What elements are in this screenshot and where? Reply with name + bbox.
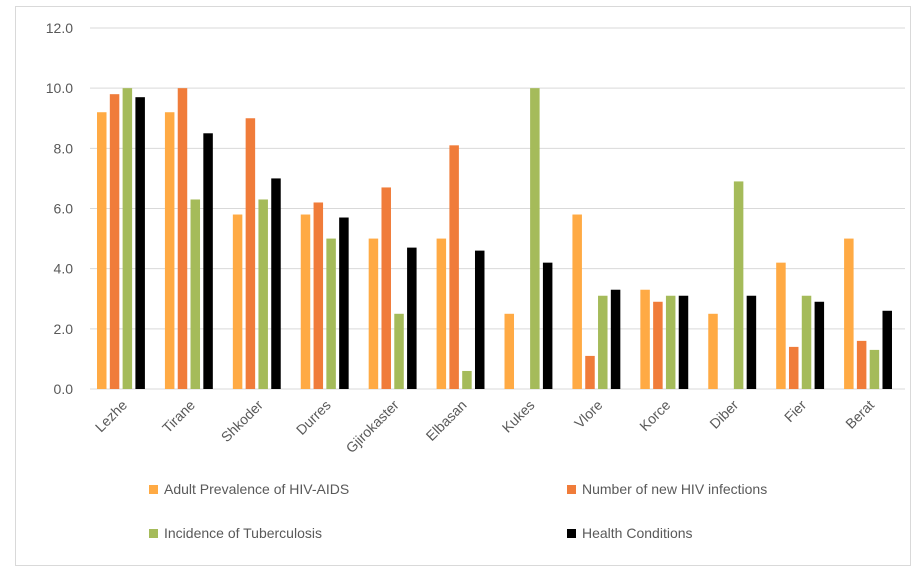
bar-vlore-series-3 — [610, 289, 621, 389]
legend-swatch-adult-prevalence — [149, 484, 158, 494]
y-tick-label-5: 10.0 — [46, 80, 73, 96]
bar-gjirokaster-series-2 — [394, 313, 404, 389]
bar-elbasan-series-1 — [449, 145, 459, 389]
legend-item-tuberculosis: Incidence of Tuberculosis — [149, 525, 322, 541]
legend-label-health-conditions: Health Conditions — [582, 525, 693, 541]
bar-kukes-series-3 — [542, 262, 553, 389]
legend-item-health-conditions: Health Conditions — [567, 525, 693, 541]
bar-fier-series-2 — [801, 295, 812, 389]
legend-swatch-tuberculosis — [149, 528, 158, 538]
chart-frame — [15, 6, 911, 566]
bar-berat-series-2 — [869, 349, 880, 389]
bar-lezhe-series-3 — [135, 97, 145, 389]
bar-elbasan-series-0 — [436, 238, 447, 389]
bar-berat-series-3 — [882, 310, 892, 389]
bar-korce-series-0 — [640, 289, 650, 389]
x-tick-label-korce: Korce — [636, 397, 673, 434]
bar-elbasan-series-3 — [474, 250, 485, 389]
bar-tirane-series-3 — [203, 133, 213, 389]
bar-elbasan-series-2 — [462, 370, 472, 389]
legend-label-new-hiv-infections: Number of new HIV infections — [582, 481, 768, 497]
legend-label-tuberculosis: Incidence of Tuberculosis — [164, 525, 322, 541]
x-tick-label-berat: Berat — [842, 397, 877, 432]
bar-vlore-series-2 — [598, 295, 608, 389]
y-tick-label-1: 2.0 — [54, 321, 74, 337]
x-tick-label-kukes: Kukes — [499, 397, 538, 436]
bars — [97, 88, 892, 390]
bar-durres-series-0 — [300, 214, 311, 389]
bar-korce-series-2 — [665, 295, 676, 389]
x-tick-label-lezhe: Lezhe — [92, 397, 130, 435]
bar-korce-series-1 — [653, 301, 663, 389]
bar-lezhe-series-2 — [122, 88, 133, 390]
x-tick-label-fier: Fier — [781, 397, 810, 426]
bar-lezhe-series-0 — [97, 112, 107, 389]
x-axis-tick-labels: Lezhe Tirane Shkoder Durres Gjirokaster Elbas… — [92, 397, 877, 456]
y-tick-label-2: 4.0 — [54, 261, 74, 277]
bar-diber-series-2 — [733, 181, 744, 389]
bar-gjirokaster-series-1 — [381, 187, 391, 389]
bar-shkoder-series-0 — [232, 214, 243, 389]
x-tick-label-durres: Durres — [293, 397, 334, 438]
bar-tirane-series-1 — [177, 88, 188, 390]
y-axis-tick-labels: 0.0 2.0 4.0 6.0 8.0 10.0 12.0 — [46, 20, 73, 397]
x-tick-label-vlore: Vlore — [571, 397, 606, 432]
x-tick-label-tirane: Tirane — [159, 397, 198, 436]
bar-berat-series-0 — [844, 238, 854, 389]
bar-gjirokaster-series-3 — [407, 247, 417, 389]
bar-shkoder-series-1 — [245, 118, 256, 389]
x-tick-label-gjirokaster: Gjirokaster — [343, 397, 402, 456]
bar-kukes-series-2 — [530, 88, 540, 390]
bar-korce-series-3 — [678, 295, 689, 389]
legend-item-new-hiv-infections: Number of new HIV infections — [567, 481, 767, 497]
legend-swatch-health-conditions — [567, 528, 576, 538]
bar-gjirokaster-series-0 — [368, 238, 379, 389]
bar-diber-series-0 — [708, 313, 718, 389]
bar-fier-series-0 — [776, 262, 786, 389]
bar-berat-series-1 — [856, 340, 867, 389]
bar-fier-series-3 — [814, 301, 825, 389]
y-tick-label-4: 8.0 — [54, 140, 74, 156]
bar-durres-series-1 — [313, 202, 324, 389]
legend: Adult Prevalence of HIV-AIDS Number of n… — [149, 481, 767, 541]
y-tick-label-3: 6.0 — [54, 201, 74, 217]
bar-lezhe-series-1 — [109, 94, 120, 390]
bar-tirane-series-0 — [164, 112, 175, 389]
bar-chart: 0.0 2.0 4.0 6.0 8.0 10.0 12.0 Lezhe Tirane Shkod… — [46, 20, 905, 456]
bar-tirane-series-2 — [190, 199, 201, 389]
x-tick-label-shkoder: Shkoder — [218, 397, 266, 445]
x-tick-label-elbasan: Elbasan — [423, 397, 470, 444]
bar-vlore-series-1 — [585, 355, 595, 389]
bar-durres-series-2 — [326, 238, 336, 389]
bar-kukes-series-0 — [504, 313, 515, 389]
bar-fier-series-1 — [788, 346, 799, 389]
legend-swatch-new-hiv-infections — [567, 484, 576, 494]
legend-item-adult-prevalence: Adult Prevalence of HIV-AIDS — [149, 481, 349, 497]
bar-diber-series-3 — [746, 295, 757, 389]
y-tick-label-6: 12.0 — [46, 20, 73, 36]
bar-shkoder-series-3 — [271, 178, 281, 389]
y-tick-label-0: 0.0 — [54, 381, 74, 397]
bar-shkoder-series-2 — [258, 199, 268, 389]
legend-label-adult-prevalence: Adult Prevalence of HIV-AIDS — [164, 481, 350, 497]
x-tick-label-diber: Diber — [706, 397, 741, 432]
bar-vlore-series-0 — [572, 214, 582, 389]
gridlines — [90, 27, 905, 390]
bar-durres-series-3 — [339, 217, 349, 389]
